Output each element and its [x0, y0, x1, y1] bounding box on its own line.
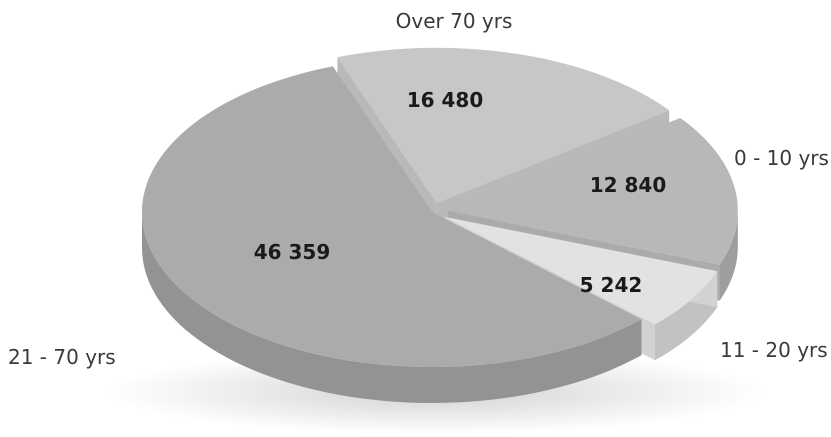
category-label-0-10: 0 - 10 yrs — [734, 146, 829, 170]
pie-slices — [141, 47, 738, 403]
category-label-over-70: Over 70 yrs — [396, 9, 513, 33]
pie-labels: Over 70 yrs 0 - 10 yrs 11 - 20 yrs 21 - … — [8, 9, 829, 369]
category-label-11-20: 11 - 20 yrs — [720, 338, 828, 362]
slice-top-0 — [337, 47, 670, 203]
value-label-over-70: 16 480 — [407, 88, 484, 112]
value-label-21-70: 46 359 — [254, 240, 331, 264]
slice-top-1 — [447, 118, 738, 265]
value-label-0-10: 12 840 — [590, 173, 667, 197]
slice-top-3 — [141, 66, 642, 367]
slice-side-1 — [719, 210, 738, 301]
category-label-21-70: 21 - 70 yrs — [8, 345, 116, 369]
value-label-11-20: 5 242 — [580, 273, 643, 297]
slice-top-2 — [445, 217, 718, 325]
slice-side-3 — [142, 212, 642, 403]
